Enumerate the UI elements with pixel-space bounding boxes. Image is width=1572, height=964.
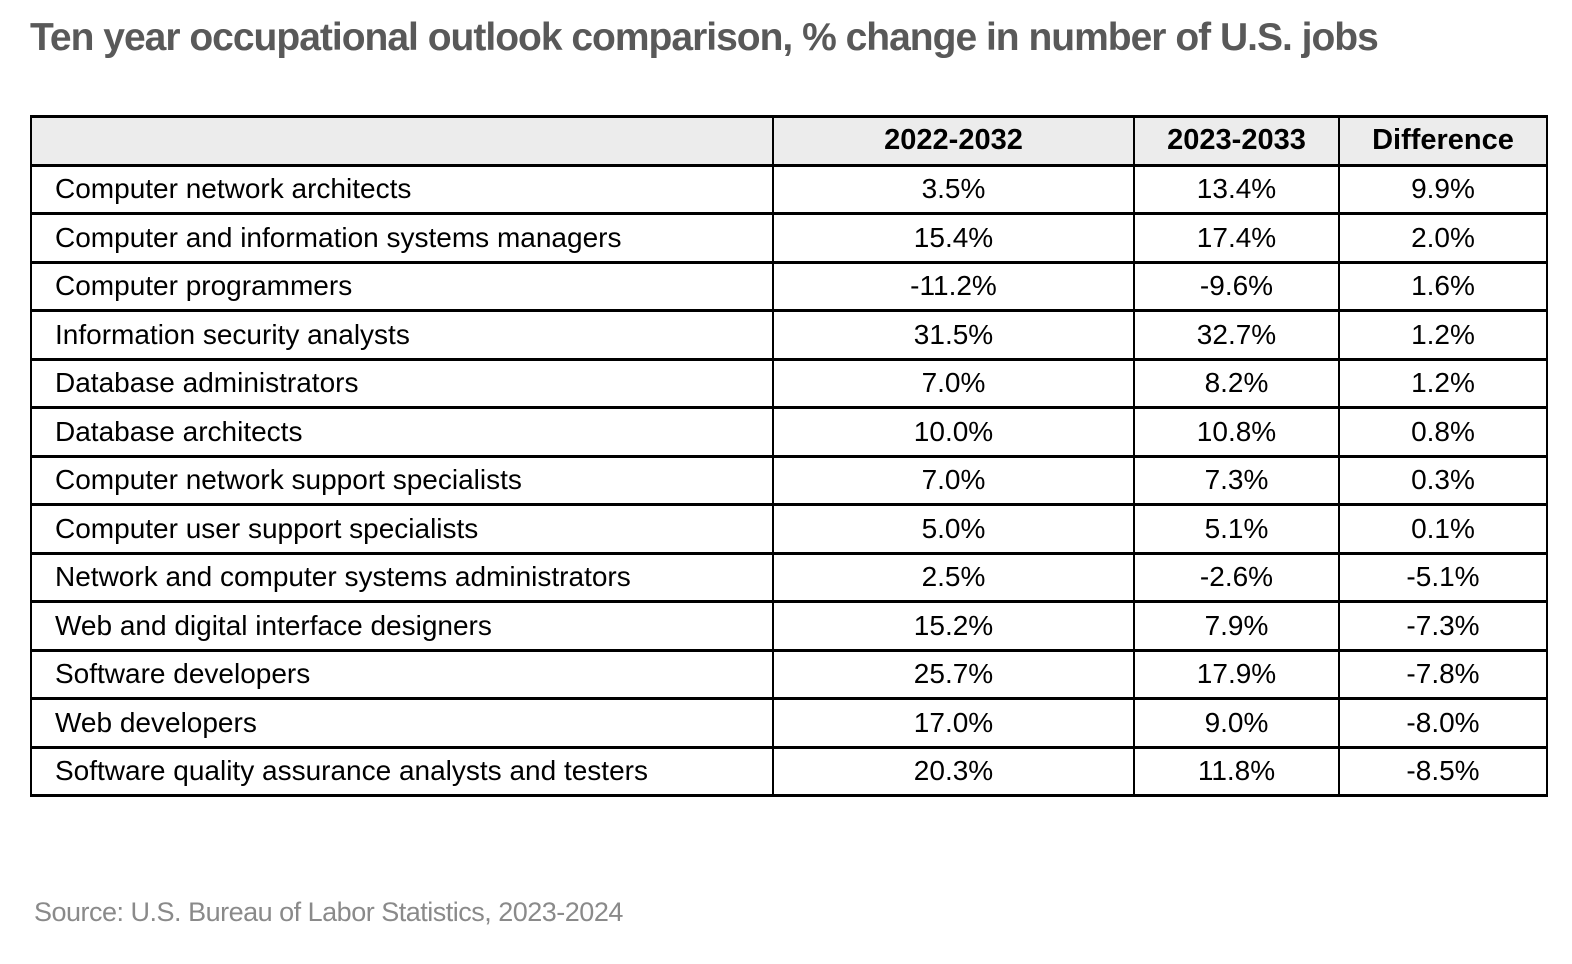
row-label: Information security analysts <box>30 309 774 361</box>
value-cell: 1.2% <box>1338 309 1548 361</box>
table-row: Database administrators 7.0% 8.2% 1.2% <box>30 357 1548 409</box>
value-cell: 17.0% <box>772 697 1135 749</box>
column-header-2022-2032: 2022-2032 <box>772 115 1135 167</box>
table-row: Web developers 17.0% 9.0% -8.0% <box>30 697 1548 749</box>
value-cell: 7.0% <box>772 357 1135 409</box>
table-row: Computer and information systems manager… <box>30 212 1548 264</box>
value-cell: 8.2% <box>1133 357 1340 409</box>
column-header-occupation <box>30 115 774 167</box>
value-cell: -9.6% <box>1133 260 1340 312</box>
value-cell: 9.9% <box>1338 163 1548 215</box>
value-cell: -5.1% <box>1338 551 1548 603</box>
value-cell: 5.1% <box>1133 503 1340 555</box>
value-cell: 17.9% <box>1133 648 1340 700</box>
value-cell: 1.6% <box>1338 260 1548 312</box>
value-cell: 0.1% <box>1338 503 1548 555</box>
row-label: Web and digital interface designers <box>30 600 774 652</box>
row-label: Network and computer systems administrat… <box>30 551 774 603</box>
table-row: Network and computer systems administrat… <box>30 551 1548 603</box>
row-label: Database architects <box>30 406 774 458</box>
table-row: Web and digital interface designers 15.2%… <box>30 600 1548 652</box>
value-cell: -7.3% <box>1338 600 1548 652</box>
column-header-difference: Difference <box>1338 115 1548 167</box>
value-cell: 7.3% <box>1133 454 1340 506</box>
table-row: Software developers 25.7% 17.9% -7.8% <box>30 648 1548 700</box>
table-header-row: 2022-2032 2023-2033 Difference <box>30 115 1548 167</box>
table-row: Computer user support specialists 5.0% 5.1… <box>30 503 1548 555</box>
source-note: Source: U.S. Bureau of Labor Statistics,… <box>34 897 623 927</box>
value-cell: 20.3% <box>772 745 1135 797</box>
value-cell: -7.8% <box>1338 648 1548 700</box>
value-cell: 15.2% <box>772 600 1135 652</box>
row-label: Computer and information systems manager… <box>30 212 774 264</box>
value-cell: 10.8% <box>1133 406 1340 458</box>
value-cell: 13.4% <box>1133 163 1340 215</box>
value-cell: 7.9% <box>1133 600 1340 652</box>
table-header: 2022-2032 2023-2033 Difference <box>30 115 1548 167</box>
value-cell: 1.2% <box>1338 357 1548 409</box>
row-label: Software developers <box>30 648 774 700</box>
value-cell: 17.4% <box>1133 212 1340 264</box>
column-header-2023-2033: 2023-2033 <box>1133 115 1340 167</box>
table-row: Computer network architects 3.5% 13.4% 9.9% <box>30 163 1548 215</box>
table-row: Computer network support specialists 7.0%… <box>30 454 1548 506</box>
value-cell: -2.6% <box>1133 551 1340 603</box>
page-title: Ten year occupational outlook comparison… <box>30 16 1379 59</box>
value-cell: 9.0% <box>1133 697 1340 749</box>
row-label: Web developers <box>30 697 774 749</box>
value-cell: 3.5% <box>772 163 1135 215</box>
row-label: Computer network architects <box>30 163 774 215</box>
value-cell: -8.5% <box>1338 745 1548 797</box>
value-cell: 32.7% <box>1133 309 1340 361</box>
value-cell: 7.0% <box>772 454 1135 506</box>
value-cell: 0.8% <box>1338 406 1548 458</box>
value-cell: 11.8% <box>1133 745 1340 797</box>
row-label: Software quality assurance analysts and … <box>30 745 774 797</box>
table-row: Software quality assurance analysts and … <box>30 745 1548 797</box>
table-row: Computer programmers -11.2% -9.6% 1.6% <box>30 260 1548 312</box>
row-label: Computer programmers <box>30 260 774 312</box>
row-label: Computer network support specialists <box>30 454 774 506</box>
value-cell: 5.0% <box>772 503 1135 555</box>
occupation-outlook-table: 2022-2032 2023-2033 Difference Computer … <box>30 115 1548 797</box>
table-row: Information security analysts 31.5% 32.7% 1… <box>30 309 1548 361</box>
value-cell: 25.7% <box>772 648 1135 700</box>
value-cell: 15.4% <box>772 212 1135 264</box>
value-cell: -8.0% <box>1338 697 1548 749</box>
value-cell: 31.5% <box>772 309 1135 361</box>
value-cell: 2.0% <box>1338 212 1548 264</box>
row-label: Database administrators <box>30 357 774 409</box>
row-label: Computer user support specialists <box>30 503 774 555</box>
value-cell: 10.0% <box>772 406 1135 458</box>
value-cell: -11.2% <box>772 260 1135 312</box>
value-cell: 2.5% <box>772 551 1135 603</box>
table-row: Database architects 10.0% 10.8% 0.8% <box>30 406 1548 458</box>
table-body: Computer network architects 3.5% 13.4% 9.9%… <box>30 163 1548 797</box>
value-cell: 0.3% <box>1338 454 1548 506</box>
